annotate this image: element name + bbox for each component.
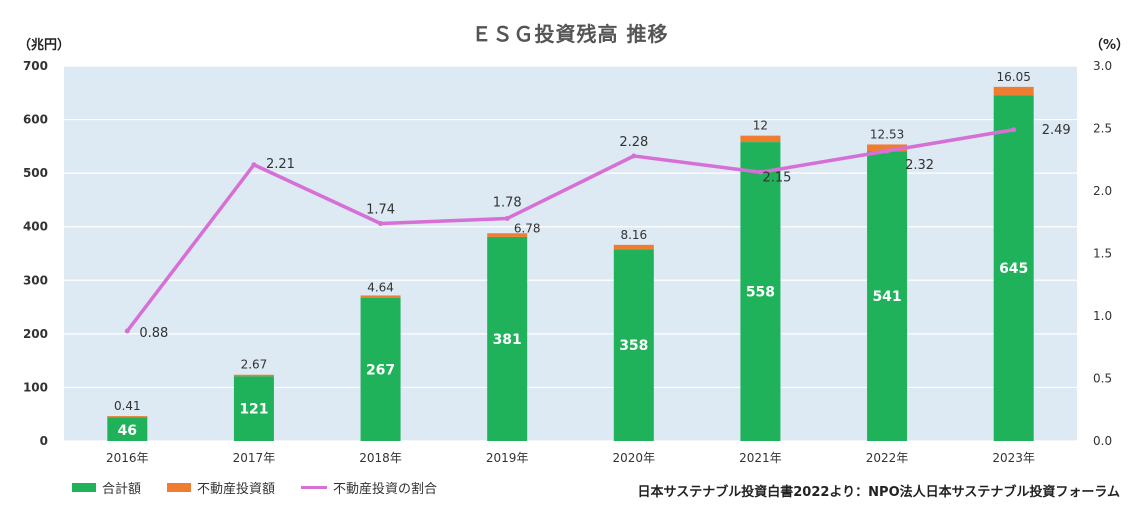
bar-total bbox=[233, 376, 274, 441]
left-tick-label: 300 bbox=[23, 273, 48, 287]
legend-item-ratio: 不動産投資の割合 bbox=[301, 478, 437, 497]
left-tick-label: 0 bbox=[40, 434, 48, 448]
ratio-label: 2.21 bbox=[266, 157, 295, 172]
left-tick-label: 200 bbox=[23, 327, 48, 341]
legend-label-ratio: 不動産投資の割合 bbox=[333, 482, 438, 497]
ratio-point bbox=[884, 148, 890, 154]
x-tick-label: 2016年 bbox=[106, 451, 149, 465]
bar-realestate bbox=[360, 295, 401, 298]
plot-area bbox=[64, 66, 1077, 441]
bar-realestate-label: 6.78 bbox=[514, 222, 541, 236]
ratio-label: 2.28 bbox=[619, 135, 648, 150]
chart-legend: 合計額 不動産投資額 不動産投資の割合 bbox=[72, 478, 437, 497]
ratio-label: 2.32 bbox=[905, 158, 934, 173]
bar-total bbox=[867, 151, 908, 441]
x-tick-label: 2020年 bbox=[613, 451, 656, 465]
right-tick-label: 0.0 bbox=[1093, 434, 1112, 448]
legend-label-total: 合計額 bbox=[102, 482, 142, 497]
legend-swatch-realestate bbox=[167, 483, 192, 492]
bar-realestate-label: 4.64 bbox=[367, 280, 394, 294]
bar-realestate-label: 0.41 bbox=[114, 399, 141, 413]
bar-total bbox=[613, 249, 654, 441]
source-note: 日本サステナブル投資白書2022より：NPO法人日本サステナブル投資フォーラム bbox=[637, 485, 1120, 500]
bar-total-label: 381 bbox=[493, 332, 522, 348]
bar-total bbox=[993, 95, 1034, 441]
ratio-label: 2.49 bbox=[1042, 123, 1071, 138]
left-tick-label: 400 bbox=[23, 220, 48, 234]
ratio-label: 0.88 bbox=[139, 326, 168, 341]
right-tick-label: 1.5 bbox=[1093, 247, 1112, 261]
left-tick-label: 100 bbox=[23, 380, 48, 394]
bar-total-label: 267 bbox=[366, 362, 395, 378]
ratio-point bbox=[251, 162, 257, 168]
ratio-point bbox=[631, 153, 637, 159]
bar-total-label: 645 bbox=[999, 261, 1028, 277]
left-axis-unit: （兆円） bbox=[18, 38, 71, 53]
bar-realestate bbox=[107, 416, 148, 418]
right-tick-label: 0.5 bbox=[1093, 372, 1112, 386]
ratio-point bbox=[378, 221, 384, 226]
left-tick-label: 500 bbox=[23, 166, 48, 180]
bar-realestate bbox=[993, 86, 1034, 96]
ratio-label: 1.78 bbox=[493, 196, 522, 211]
bar-total bbox=[360, 297, 401, 441]
bar-realestate bbox=[613, 244, 654, 250]
bar-total-label: 358 bbox=[619, 338, 648, 354]
right-axis-unit: （%） bbox=[1090, 38, 1130, 53]
bar-total bbox=[107, 416, 148, 441]
legend-item-total: 合計額 bbox=[72, 478, 141, 497]
right-tick-label: 1.0 bbox=[1093, 309, 1112, 323]
bar-realestate bbox=[233, 374, 274, 377]
x-tick-label: 2021年 bbox=[739, 451, 782, 465]
x-tick-label: 2022年 bbox=[866, 451, 909, 465]
bar-realestate-label: 12.53 bbox=[870, 127, 904, 141]
bar-realestate-label: 16.05 bbox=[997, 70, 1031, 84]
bar-total-label: 46 bbox=[118, 423, 137, 439]
legend-swatch-ratio bbox=[301, 486, 328, 489]
left-tick-label: 700 bbox=[23, 59, 48, 73]
ratio-label: 2.15 bbox=[762, 170, 791, 185]
right-tick-label: 3.0 bbox=[1093, 59, 1112, 73]
legend-item-realestate: 不動産投資額 bbox=[167, 478, 275, 497]
bar-total bbox=[740, 142, 781, 442]
bar-total-label: 558 bbox=[746, 285, 775, 301]
legend-label-realestate: 不動産投資額 bbox=[197, 482, 276, 497]
right-tick-label: 2.5 bbox=[1093, 122, 1112, 136]
bar-realestate-label: 12 bbox=[753, 119, 768, 133]
bar-realestate bbox=[740, 135, 781, 143]
right-tick-label: 2.0 bbox=[1093, 184, 1112, 198]
ratio-point bbox=[1011, 127, 1017, 133]
bar-realestate-label: 8.16 bbox=[620, 228, 647, 242]
x-tick-label: 2023年 bbox=[992, 451, 1035, 465]
bar-realestate bbox=[487, 233, 528, 237]
legend-swatch-total bbox=[72, 483, 96, 492]
ratio-point bbox=[757, 169, 763, 175]
bar-total bbox=[487, 236, 528, 441]
x-tick-label: 2017年 bbox=[233, 451, 276, 465]
chart-title: ＥＳＧ投資残高 推移 bbox=[471, 22, 669, 46]
bar-total-label: 541 bbox=[872, 289, 901, 305]
x-tick-label: 2019年 bbox=[486, 451, 529, 465]
ratio-line bbox=[125, 128, 1014, 333]
bar-realestate-label: 2.67 bbox=[241, 358, 268, 372]
ratio-point bbox=[124, 328, 130, 334]
ratio-label: 1.74 bbox=[366, 203, 395, 218]
left-tick-label: 600 bbox=[23, 113, 48, 127]
bar-realestate bbox=[867, 144, 908, 152]
bar-total-label: 121 bbox=[239, 402, 268, 418]
x-tick-label: 2018年 bbox=[359, 451, 402, 465]
ratio-point bbox=[504, 216, 510, 221]
